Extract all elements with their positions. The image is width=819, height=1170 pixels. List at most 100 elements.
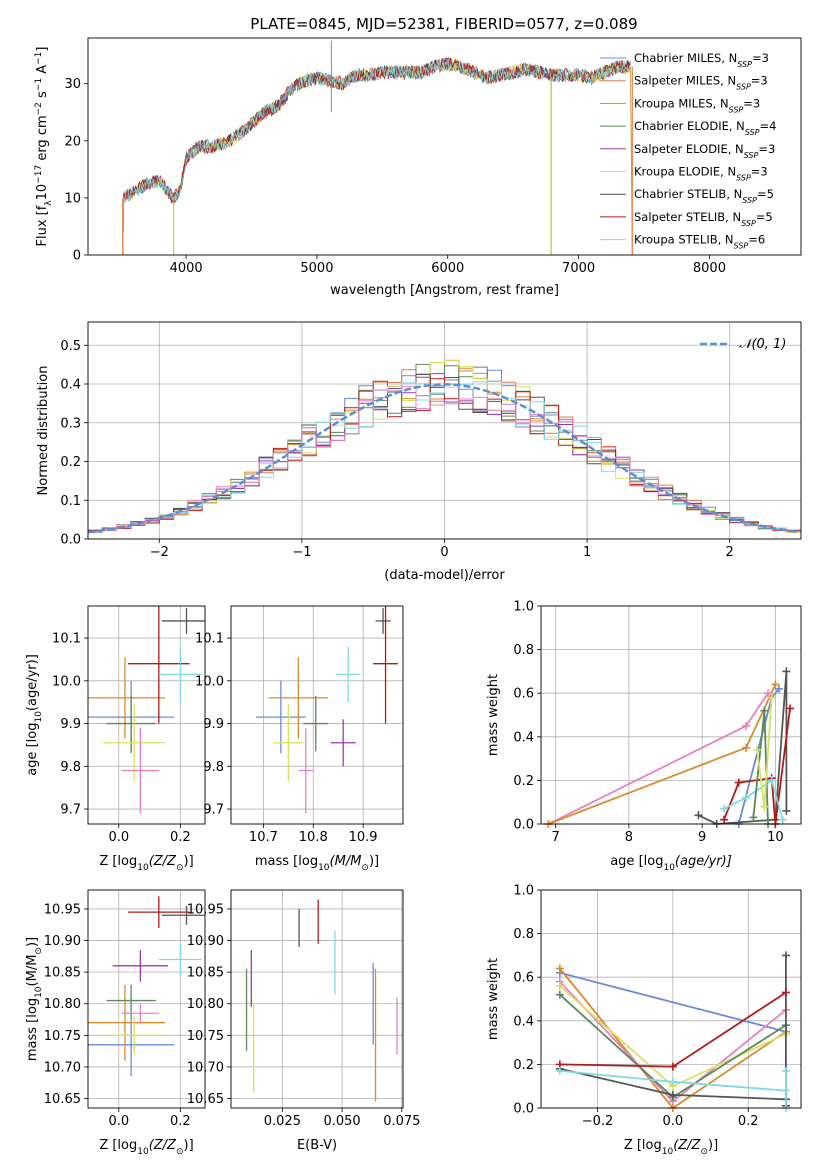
weight-marker — [778, 815, 787, 824]
x-tick-label: 8000 — [693, 261, 726, 276]
weight-marker — [742, 793, 751, 802]
legend-label: Chabrier MILES, N — [634, 51, 737, 65]
y-tick-label: 0.0 — [513, 1102, 534, 1117]
chart-spectrum: 4000 5000 6000 7000 8000 0 10 20 30 Chabrier MILE… — [34, 37, 802, 298]
data-point — [88, 1013, 175, 1077]
x-axis-label-part: Z [log — [99, 1138, 137, 1153]
axes-frame — [230, 889, 404, 1109]
x-axis-label-part: )] — [184, 1138, 194, 1153]
y-tick-label: 10.80 — [44, 997, 81, 1012]
x-tick-label: 1 — [583, 545, 591, 560]
weight-marker — [555, 1066, 564, 1075]
y-tick-label: 0.8 — [513, 643, 534, 658]
x-axis-label-part: (Z/Z — [149, 1138, 177, 1153]
weight-marker — [781, 1086, 790, 1095]
weight-marker — [720, 804, 729, 813]
legend-label: Salpeter MILES, N — [634, 74, 736, 88]
y-tick-label: 0.2 — [513, 1058, 534, 1073]
y-tick-label: 9.7 — [203, 803, 224, 818]
x-axis-label: mass [log10(M/M⊙)] — [255, 854, 379, 873]
y-tick-label: 10.90 — [44, 934, 81, 949]
legend-label: Kroupa STELIB, N — [634, 233, 734, 247]
x-axis-label-part: (Z/Z — [149, 854, 177, 869]
x-tick-label: 2 — [726, 545, 734, 560]
histogram-step — [88, 386, 801, 533]
y-tick-label: 0.4 — [60, 378, 81, 393]
y-axis-label-part: −2 — [34, 102, 44, 115]
data-point — [106, 984, 156, 1017]
data-point — [158, 646, 202, 703]
y-axis-label: Normed distribution — [36, 366, 51, 496]
x-tick-label: 6000 — [431, 261, 464, 276]
legend-label-suffix: =3 — [752, 51, 769, 65]
y-tick-label: 30 — [64, 77, 81, 92]
legend-label-sub: SSP — [729, 105, 744, 114]
y-axis-label-part: age [log — [25, 723, 40, 776]
x-tick-label: −1 — [292, 545, 311, 560]
legend-entry: Kroupa STELIB, NSSP=6 — [634, 233, 765, 251]
y-axis-label-part: Flux [f — [35, 205, 50, 246]
data-point — [158, 943, 202, 976]
y-tick-label: 10.95 — [44, 902, 81, 917]
legend-entry: Salpeter MILES, NSSP=3 — [634, 74, 768, 92]
x-axis-label: Z [log10(Z/Z⊙)] — [99, 854, 193, 873]
legend-label-sub: SSP — [736, 82, 751, 91]
x-tick-label: 4000 — [170, 261, 203, 276]
legend-label-suffix: =3 — [751, 165, 768, 179]
spectrum-series-line — [120, 58, 631, 255]
y-tick-label: 10.1 — [195, 632, 224, 647]
weight-marker — [555, 990, 564, 999]
x-axis-label-part: (Z/Z — [673, 1138, 701, 1153]
data-point — [255, 680, 306, 754]
x-tick-label: 10.7 — [249, 830, 278, 845]
x-tick-label: 10.8 — [299, 830, 328, 845]
y-axis-label-part: (age/yr)] — [25, 654, 40, 711]
axes-frame — [540, 605, 802, 825]
x-axis-label: Z [log10(Z/Z⊙)] — [99, 1138, 193, 1157]
legend-label-sub: SSP — [737, 60, 752, 69]
legend-entry: Chabrier ELODIE, NSSP=4 — [634, 119, 776, 137]
weight-series-line — [559, 967, 787, 1108]
weight-marker — [760, 706, 769, 715]
y-tick-label: 10.0 — [52, 674, 81, 689]
chart-mass_vs_Z: 0.0 0.2 10.65 10.70 10.75 10.80 10.85 10.90 10.9… — [25, 889, 206, 1157]
weight-marker — [782, 667, 791, 676]
data-point — [375, 608, 391, 634]
x-axis-label: Z [log10(Z/Z⊙)] — [624, 1138, 718, 1157]
spectrum-series-line — [120, 58, 631, 255]
data-point — [303, 695, 329, 752]
legend-label-sub: SSP — [744, 150, 759, 159]
y-tick-label: 10.70 — [44, 1060, 81, 1075]
weight-marker — [555, 981, 564, 990]
spectrum-series-line — [120, 57, 631, 255]
data-point — [268, 657, 329, 739]
legend-entry: Chabrier STELIB, NSSP=5 — [634, 187, 774, 205]
y-tick-label: 10.85 — [44, 966, 81, 981]
weight-marker — [753, 745, 762, 754]
data-point — [330, 719, 356, 767]
weight-marker — [771, 680, 780, 689]
x-tick-label: 7 — [552, 830, 560, 845]
weight-series-line — [547, 692, 769, 824]
x-tick-label: 10.9 — [349, 830, 378, 845]
x-tick-label: 0.2 — [170, 1114, 191, 1129]
x-tick-label: 0.2 — [170, 830, 191, 845]
y-axis-label-part: λ — [44, 200, 54, 206]
data-point — [103, 1016, 165, 1055]
y-tick-label: 10.65 — [44, 1092, 81, 1107]
y-tick-label: 0.8 — [513, 927, 534, 942]
x-tick-label: 0.0 — [663, 1114, 684, 1129]
x-axis-label: age [log10(age/yr)] — [610, 854, 732, 873]
chart-age_vs_Z: 0.0 0.29.79.89.910.010.1Z [log10(Z/Z⊙)]ag… — [25, 605, 206, 873]
legend-label: Salpeter STELIB, N — [634, 210, 741, 224]
y-tick-label: 10.95 — [187, 902, 224, 917]
legend-label-suffix: =5 — [756, 210, 773, 224]
legend-label-suffix: =4 — [760, 119, 777, 133]
x-tick-label: 8 — [625, 830, 633, 845]
data-point — [161, 905, 205, 925]
y-axis-label: mass [log10(M/M⊙)] — [25, 937, 44, 1061]
y-tick-label: 10.75 — [44, 1029, 81, 1044]
y-tick-label: 9.7 — [60, 803, 81, 818]
weight-marker — [555, 964, 564, 973]
